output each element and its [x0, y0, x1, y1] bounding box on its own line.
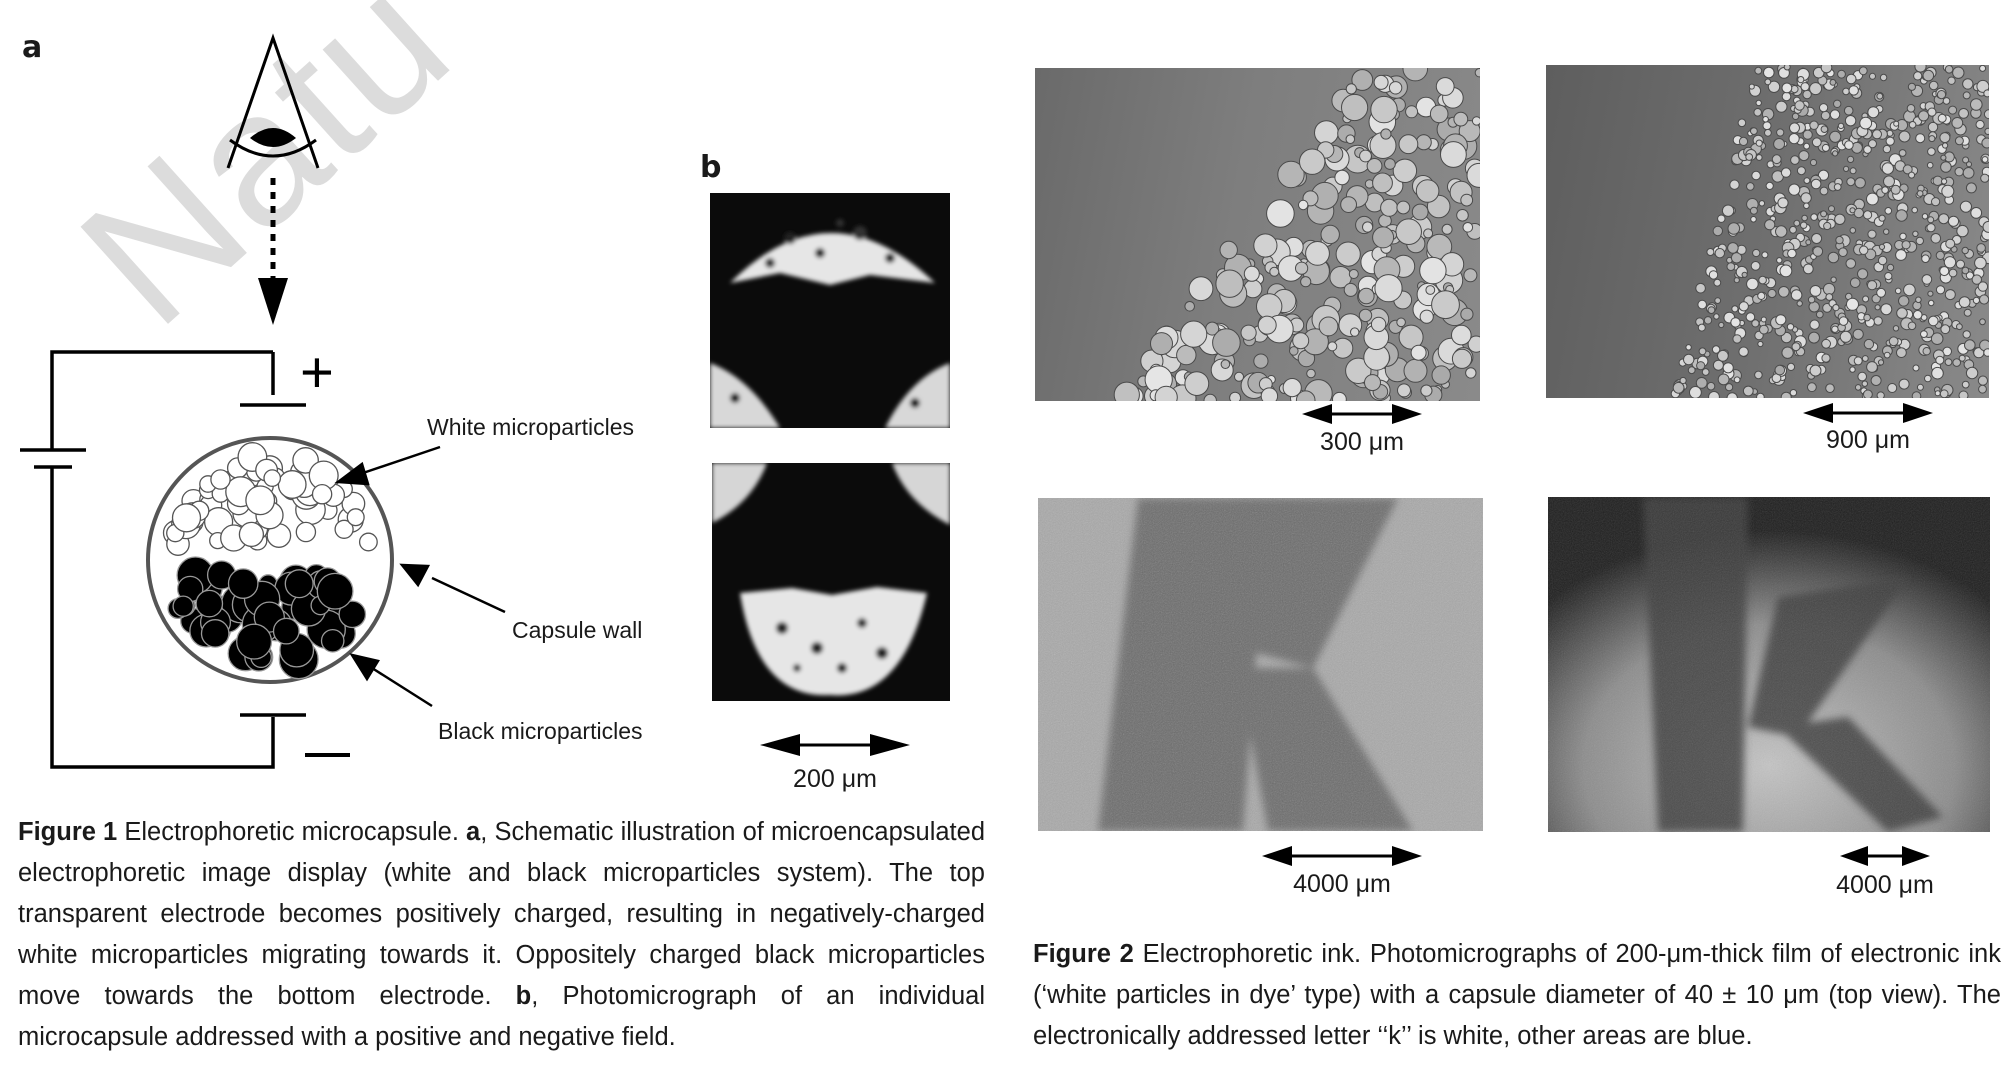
scale-label-b: 200 μm: [793, 765, 877, 793]
scale-bar-300um: [1302, 404, 1422, 424]
scale-bar-4000um-b: [1840, 846, 1930, 866]
figure-1-caption: Figure 1 Electrophoretic microcapsule. a…: [18, 812, 985, 1058]
figure-2-caption-text: Electrophoretic ink. Photomicrographs of…: [1033, 940, 2001, 1050]
label-arrows: [334, 445, 506, 708]
photomicrograph-letter-k-4000um-a: [1038, 498, 1483, 831]
white-microparticles-label: White microparticles: [427, 414, 635, 440]
figure-1-caption-text-1: Electrophoretic microcapsule.: [117, 818, 467, 846]
figure-1-caption-text-2: , Schematic illustration of microencapsu…: [18, 818, 986, 1010]
circuit: [20, 350, 306, 769]
scale-label-4000um-b: 4000 μm: [1836, 871, 1934, 899]
photomicrograph-300um: [1035, 68, 1480, 401]
panel-a-letter: a: [22, 30, 43, 65]
micrograph-positive-field: [710, 193, 950, 428]
scale-bar-4000um-a: [1262, 846, 1422, 866]
figure-1-caption-text-3: , Photomicrograph of an individual micro…: [18, 982, 985, 1051]
scale-label-900um: 900 μm: [1826, 426, 1910, 454]
eye-icon: [226, 33, 320, 169]
scale-label-4000um-a: 4000 μm: [1293, 870, 1391, 898]
scale-label-300um: 300 μm: [1320, 428, 1404, 456]
black-microparticles-label: Black microparticles: [438, 718, 643, 744]
scale-bar-900um: [1803, 403, 1933, 423]
figure-2-caption: Figure 2 Electrophoretic ink. Photomicro…: [1033, 934, 2001, 1057]
figure-1-caption-ref-b: b: [515, 982, 532, 1010]
white-particles: [162, 442, 378, 556]
capsule-wall-label: Capsule wall: [512, 617, 643, 643]
plus-sign: +: [300, 340, 334, 405]
photomicrograph-letter-k-4000um-b: [1548, 497, 1990, 832]
scale-bar-b: [760, 734, 910, 756]
black-particles: [167, 556, 367, 680]
micrograph-negative-field: [712, 463, 950, 701]
microcapsule-schematic: +: [20, 33, 506, 769]
figure-2-caption-title: Figure 2: [1033, 940, 1134, 968]
photomicrograph-900um: [1546, 65, 1989, 398]
figure-1-caption-ref-a: a: [466, 818, 481, 846]
figure-1-caption-title: Figure 1: [18, 818, 118, 846]
panel-b-letter: b: [700, 150, 722, 185]
